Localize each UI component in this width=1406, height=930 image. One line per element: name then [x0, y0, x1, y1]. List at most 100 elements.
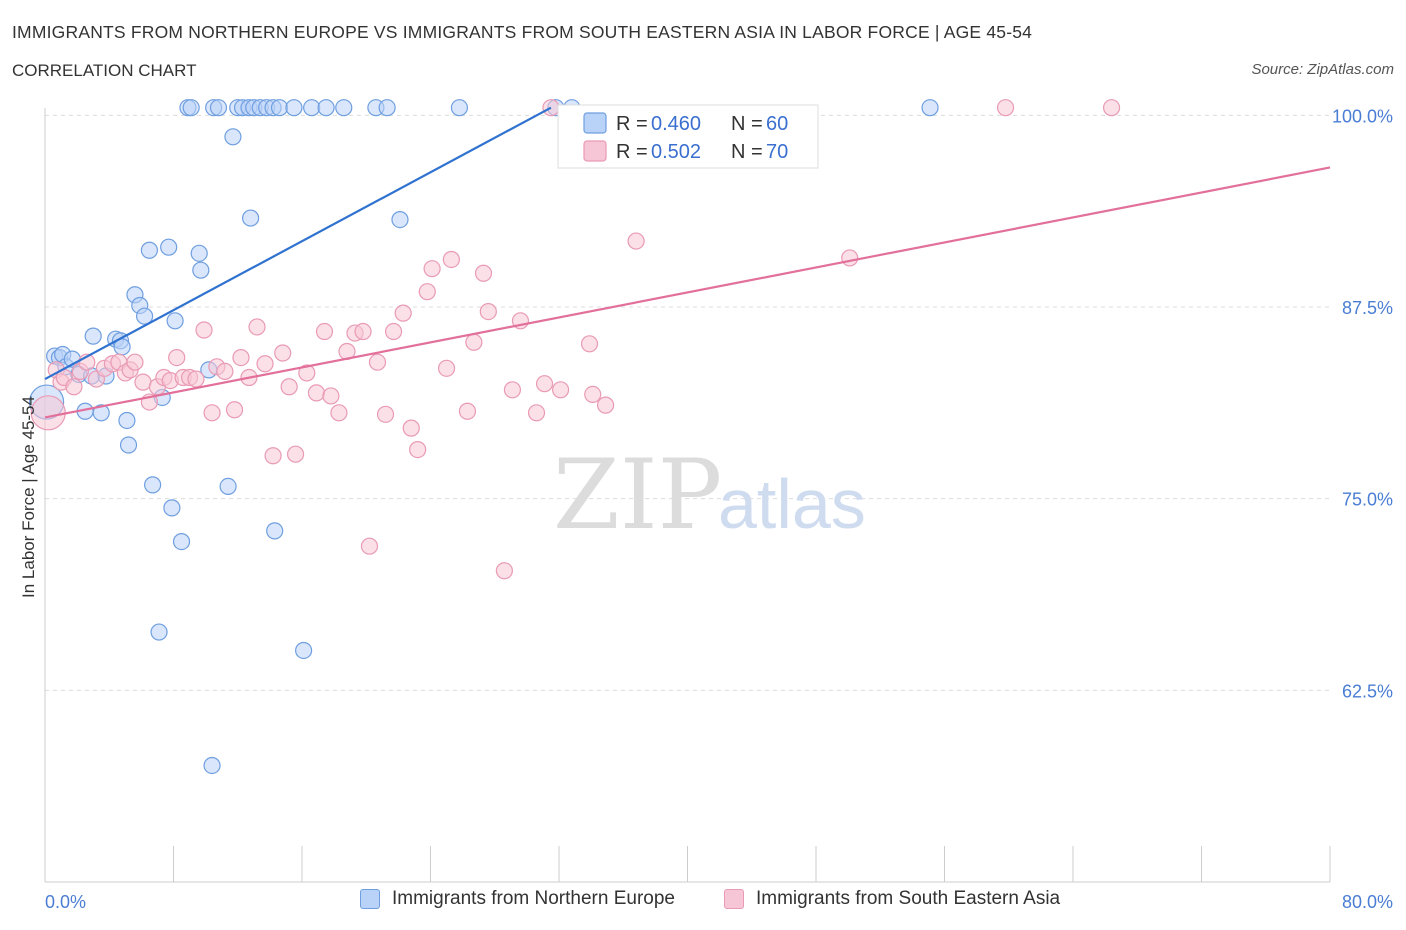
point-south-eastern-asia [330, 404, 348, 422]
point-northern-europe [166, 312, 184, 330]
point-south-eastern-asia [360, 537, 379, 555]
x-tick-label: 0.0% [45, 892, 86, 912]
point-south-eastern-asia [65, 378, 83, 396]
point-northern-europe [160, 238, 178, 256]
point-south-eastern-asia [1102, 99, 1121, 117]
point-northern-europe [92, 404, 110, 422]
legend-r-value: 0.460 [651, 113, 701, 135]
watermark-atlas: atlas [718, 465, 866, 543]
point-south-eastern-asia [552, 381, 570, 399]
point-northern-europe [391, 211, 409, 229]
point-south-eastern-asia [394, 304, 412, 322]
trend-line-northern-europe [44, 106, 552, 381]
point-south-eastern-asia [315, 322, 334, 341]
point-northern-europe [224, 128, 242, 146]
point-south-eastern-asia [232, 349, 250, 367]
point-northern-europe [219, 477, 237, 495]
point-south-eastern-asia [134, 373, 152, 391]
point-south-eastern-asia [423, 260, 441, 278]
point-south-eastern-asia [841, 249, 859, 267]
watermark: ZIP atlas [553, 439, 866, 551]
legend-swatch-blue [360, 889, 380, 909]
point-south-eastern-asia [596, 396, 615, 414]
point-northern-europe [150, 623, 168, 641]
point-south-eastern-asia [168, 349, 186, 367]
point-northern-europe [450, 99, 469, 117]
legend-swatch-blue [583, 112, 607, 134]
point-northern-europe [203, 756, 221, 775]
trend-layer [44, 106, 1331, 419]
point-northern-europe [921, 99, 939, 117]
point-south-eastern-asia [384, 322, 403, 341]
stats-legend: R = 0.460 N = 60 R = 0.502 N = 70 [557, 104, 819, 169]
legend-item-northern-europe: Immigrants from Northern Europe [360, 888, 675, 910]
point-northern-europe [119, 436, 138, 454]
point-northern-europe [192, 261, 210, 279]
legend-swatch-pink [583, 140, 607, 162]
point-northern-europe [190, 244, 208, 262]
point-south-eastern-asia [580, 335, 599, 353]
point-south-eastern-asia [495, 562, 513, 580]
point-south-eastern-asia [402, 419, 420, 437]
point-northern-europe [270, 99, 289, 117]
point-northern-europe [84, 327, 102, 345]
point-south-eastern-asia [474, 264, 493, 282]
point-northern-europe [266, 522, 284, 540]
legend-n-label: N = [731, 113, 763, 135]
point-south-eastern-asia [535, 375, 554, 393]
point-northern-europe [317, 99, 335, 117]
point-south-eastern-asia [298, 364, 316, 382]
legend-n-label: N = [731, 141, 763, 163]
point-south-eastern-asia [354, 322, 372, 341]
point-south-eastern-asia [376, 405, 395, 423]
axis-layer: 100.0% 87.5% 75.0% 62.5% 0.0% 80.0% [44, 106, 1393, 912]
point-northern-europe [242, 209, 260, 227]
point-south-eastern-asia [248, 318, 266, 336]
legend-r-label: R = [616, 141, 648, 163]
x-tick-label: 80.0% [1342, 892, 1393, 912]
bottom-legend: Immigrants from Northern Europe Immigran… [0, 888, 1406, 918]
point-south-eastern-asia [503, 381, 522, 399]
point-south-eastern-asia [274, 344, 292, 362]
point-south-eastern-asia [256, 355, 274, 373]
trend-line-south-eastern-asia [44, 166, 1331, 419]
point-south-eastern-asia [322, 387, 340, 405]
point-south-eastern-asia [437, 359, 456, 377]
chart-title: IMMIGRANTS FROM NORTHERN EUROPE VS IMMIG… [12, 22, 1033, 42]
legend-r-label: R = [616, 113, 648, 135]
point-south-eastern-asia [280, 378, 298, 396]
legend-r-value: 0.502 [651, 141, 701, 163]
legend-n-value: 60 [766, 113, 788, 135]
legend-n-value: 70 [766, 141, 788, 163]
source-credit: Source: ZipAtlas.com [1251, 61, 1394, 78]
point-northern-europe [378, 99, 396, 117]
point-south-eastern-asia [409, 441, 427, 459]
point-south-eastern-asia [996, 99, 1015, 117]
point-northern-europe [163, 499, 181, 517]
point-northern-europe [135, 307, 154, 325]
point-northern-europe [140, 241, 159, 259]
y-tick-label: 62.5% [1342, 681, 1393, 701]
y-axis-label: In Labor Force | Age 45-54 [19, 396, 38, 598]
point-northern-europe [209, 99, 228, 117]
point-south-eastern-asia [527, 404, 546, 422]
point-northern-europe [303, 99, 321, 117]
point-south-eastern-asia [264, 447, 282, 465]
point-northern-europe [182, 99, 200, 117]
point-northern-europe [118, 411, 136, 430]
point-south-eastern-asia [584, 385, 602, 403]
legend-label-south-eastern-asia: Immigrants from South Eastern Asia [756, 888, 1061, 909]
y-tick-label: 75.0% [1342, 490, 1393, 510]
point-south-eastern-asia [225, 401, 244, 419]
point-northern-europe [285, 99, 303, 117]
point-northern-europe [144, 476, 162, 494]
point-south-eastern-asia [465, 333, 483, 351]
legend-item-south-eastern-asia: Immigrants from South Eastern Asia [724, 888, 1060, 910]
point-south-eastern-asia [203, 404, 221, 422]
points-layer [29, 99, 1121, 775]
watermark-zip: ZIP [553, 439, 722, 551]
y-tick-label: 87.5% [1342, 298, 1393, 318]
point-northern-europe [295, 641, 313, 660]
point-south-eastern-asia [195, 321, 213, 339]
